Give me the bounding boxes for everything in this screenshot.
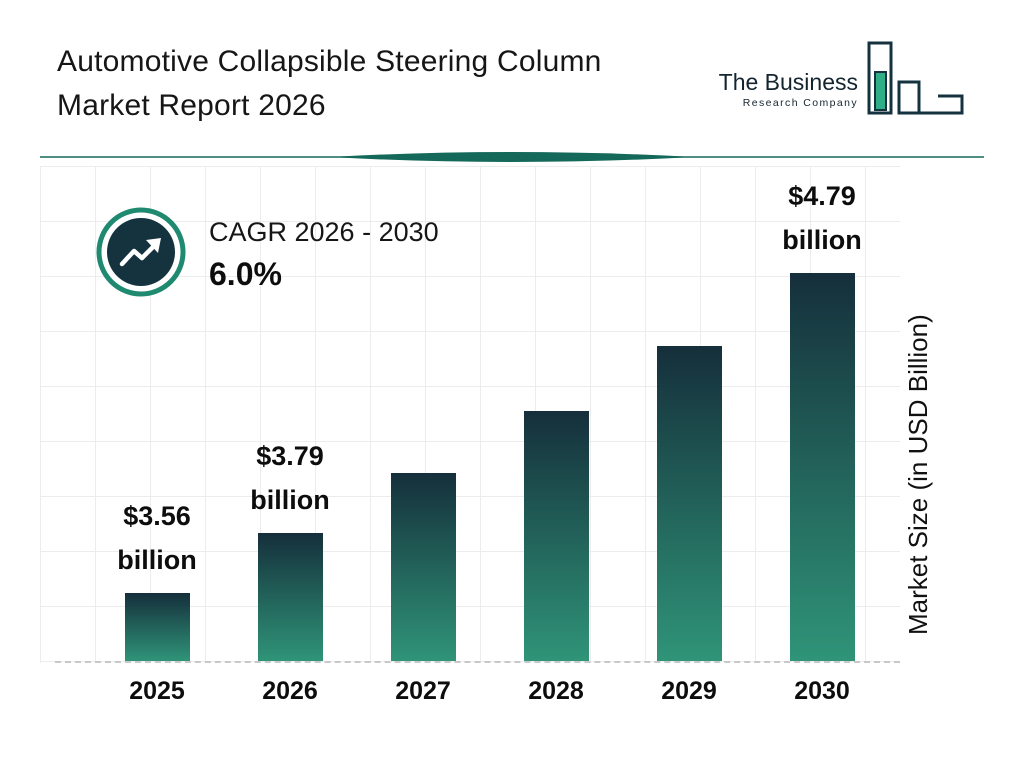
page-title-line1: Automotive Collapsible Steering Column [57, 45, 602, 78]
cagr-badge: CAGR 2026 - 2030 6.0% [95, 206, 439, 303]
bar-chart: CAGR 2026 - 2030 6.0% 2025 $3.56 billion 20… [40, 166, 900, 705]
x-tick-label-2029: 2029 [661, 677, 717, 705]
bar-2026 [257, 533, 323, 661]
value-label-2026: $3.79 billion [250, 440, 330, 516]
company-logo: The Business Research Company [719, 40, 966, 123]
header-divider [40, 150, 984, 164]
x-axis-baseline [55, 661, 900, 663]
logo-bars-icon [866, 40, 966, 123]
x-tick-label-2025: 2025 [129, 677, 185, 705]
page-title: Automotive Collapsible Steering Column M… [57, 40, 602, 127]
x-tick-label-2030: 2030 [794, 677, 850, 705]
bar-2028 [523, 411, 589, 661]
bar-2025 [124, 593, 190, 661]
x-tick-label-2027: 2027 [395, 677, 451, 705]
bar-2027 [390, 473, 456, 661]
logo-subtitle-text: Research Company [742, 97, 858, 110]
trend-arrow-icon [95, 206, 187, 303]
value-label-2030: $4.79 billion [782, 180, 862, 256]
x-tick-label-2026: 2026 [262, 677, 318, 705]
bar-2030 [789, 273, 855, 661]
bar-2029 [656, 346, 722, 661]
value-label-2025: $3.56 billion [117, 500, 197, 576]
x-tick-label-2028: 2028 [528, 677, 584, 705]
logo-name-text: The Business [718, 69, 858, 95]
cagr-value: 6.0% [209, 255, 282, 292]
company-logo-text: The Business Research Company [718, 69, 858, 110]
y-axis-label: Market Size (in USD Billion) [903, 314, 933, 635]
cagr-texts: CAGR 2026 - 2030 6.0% [209, 217, 439, 293]
page-title-line2: Market Report 2026 [57, 88, 326, 122]
cagr-label: CAGR 2026 - 2030 [209, 216, 439, 247]
